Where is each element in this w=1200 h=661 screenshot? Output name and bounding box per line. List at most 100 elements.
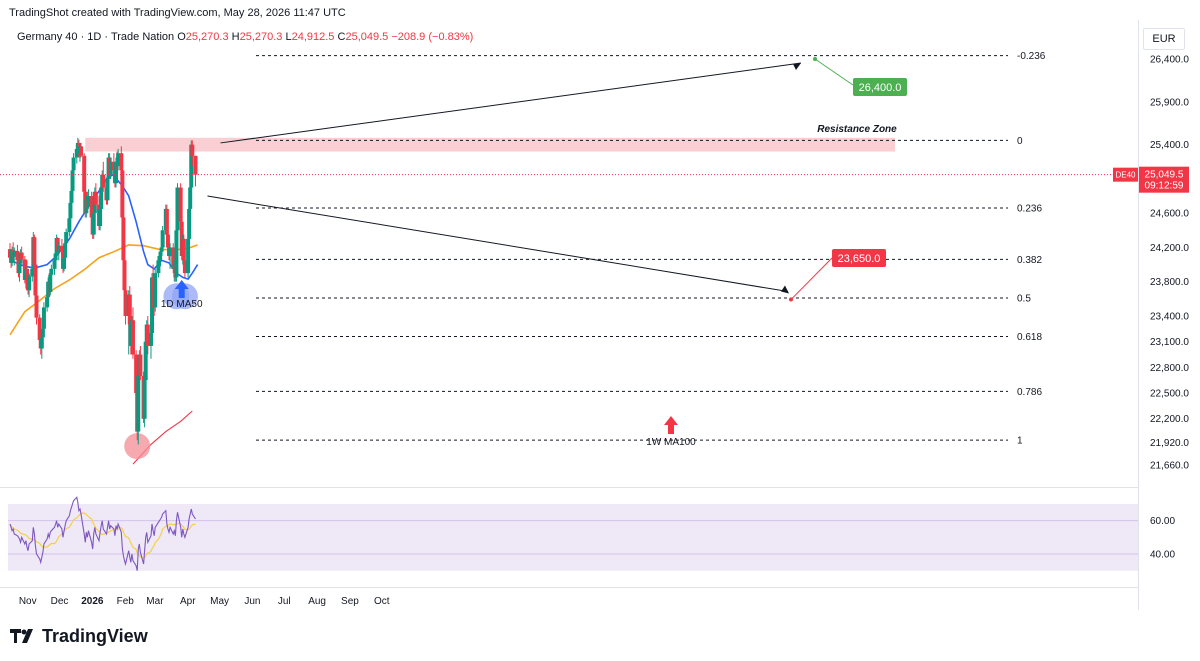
candle-body	[30, 268, 35, 277]
resistance-zone-layer: Resistance Zone	[85, 124, 897, 152]
fib-level-label: 0.382	[1017, 255, 1042, 266]
candle-body	[111, 161, 116, 171]
candle-body	[134, 354, 139, 394]
candle-body	[138, 354, 143, 376]
price-badge-countdown: 09:12:59	[1145, 181, 1184, 192]
tradingview-brand[interactable]: TradingView	[10, 626, 148, 648]
high-value: 25,270.3	[239, 31, 283, 43]
candle-body	[123, 290, 128, 316]
candle-body	[158, 251, 163, 257]
price-tick-label: 21,920.0	[1150, 438, 1189, 449]
candle-body	[119, 153, 124, 171]
candle-body	[130, 320, 135, 355]
candle-body	[8, 249, 12, 258]
change-value: −208.9 (−0.83%)	[391, 31, 474, 43]
candle-body	[91, 213, 96, 235]
rsi-pane: 60.00 40.00	[8, 496, 1175, 571]
resistance-zone-rect	[85, 137, 895, 152]
candle-body	[69, 190, 74, 203]
price-tick-label: 25,400.0	[1150, 140, 1189, 151]
price-axis[interactable]: 26,400.025,900.025,400.024,900.024,600.0…	[1150, 55, 1189, 472]
candle-body	[190, 144, 195, 156]
candle-body	[145, 324, 150, 346]
time-tick-label: May	[210, 596, 229, 607]
candle-body	[34, 295, 39, 318]
price-tick-label: 23,800.0	[1150, 277, 1189, 288]
candle-body	[174, 230, 179, 278]
candle-body	[15, 250, 20, 261]
projection-down-arrow	[207, 195, 789, 293]
candle-body	[89, 196, 94, 218]
candle-body	[160, 230, 165, 248]
fib-level-label: -0.236	[1017, 51, 1046, 62]
candle-body	[178, 187, 183, 222]
time-tick-label: Feb	[117, 596, 135, 607]
candle-body	[189, 144, 194, 188]
candle-body	[151, 277, 156, 291]
candle-body	[105, 178, 110, 201]
candle-body	[143, 341, 148, 381]
candle-body	[53, 253, 58, 261]
low-value: 24,912.5	[291, 31, 335, 43]
price-tick-label: 21,660.0	[1150, 461, 1189, 472]
fib-levels-layer: -0.236 0 0.236 0.382 0.5 0.618 0.786 1	[256, 51, 1046, 447]
candle-body	[182, 260, 187, 274]
candle-body	[136, 375, 141, 432]
ma50-arrow-icon	[174, 280, 189, 298]
candle-body	[181, 238, 186, 261]
candle-body	[70, 170, 75, 191]
price-tick-label: 23,100.0	[1150, 337, 1189, 348]
high-label: H	[231, 31, 240, 43]
candle-body	[74, 148, 79, 158]
candle-body	[165, 234, 170, 248]
time-tick-label: Oct	[374, 596, 390, 607]
price-tick-label: 22,800.0	[1150, 363, 1189, 374]
candle-body	[121, 217, 126, 261]
candle-body	[114, 161, 118, 184]
candle-body	[39, 337, 44, 349]
candle-body	[68, 202, 73, 219]
brand-label: TradingView	[42, 626, 148, 646]
candle-body	[156, 260, 161, 274]
candle-body	[32, 237, 37, 265]
candle-body	[56, 245, 61, 251]
candle-body	[63, 243, 68, 258]
candle-body	[98, 208, 103, 227]
price-badge-value: 25,049.5	[1145, 170, 1184, 181]
fib-level-label: 1	[1017, 436, 1023, 447]
currency-button[interactable]: EUR	[1143, 28, 1185, 50]
rsi-band	[8, 504, 1138, 571]
candle-body	[45, 297, 50, 308]
fib-level-label: 0.618	[1017, 332, 1042, 343]
price-badge	[1139, 166, 1189, 193]
candle-body	[12, 250, 17, 257]
candle-body	[41, 307, 46, 329]
ticker-badge-label: DE40	[1115, 171, 1136, 180]
fib-level-label: 0	[1017, 136, 1023, 147]
target-up-connector	[814, 58, 854, 86]
time-axis[interactable]: Nov Dec 2026 Feb Mar Apr May Jun Jul Aug Sep Oct	[19, 596, 390, 607]
ma50-1d-line	[9, 173, 199, 281]
rsi-ma-line	[9, 512, 196, 559]
candle-body	[171, 247, 176, 269]
time-tick-label: 2026	[81, 596, 104, 607]
price-tick-label: 24,600.0	[1150, 209, 1189, 220]
candle-body	[187, 208, 192, 239]
candle-body	[150, 277, 155, 334]
price-tick-label: 25,900.0	[1150, 97, 1189, 108]
projection-up-arrowhead	[793, 63, 801, 70]
candle-body	[188, 187, 193, 209]
candle-body	[71, 157, 76, 171]
time-tick-label: Nov	[19, 596, 37, 607]
time-tick-label: Dec	[51, 596, 69, 607]
rsi-line	[9, 496, 196, 571]
candles-layer	[8, 137, 198, 445]
fib-level-label: 0.236	[1017, 204, 1042, 215]
price-tag: DE40 25,049.509:12:59	[0, 166, 1189, 193]
ticker-badge	[1113, 167, 1138, 182]
target-down-box	[832, 249, 886, 267]
pane-divider	[0, 487, 1138, 488]
candle-body	[122, 260, 127, 291]
candle-body	[157, 256, 162, 261]
